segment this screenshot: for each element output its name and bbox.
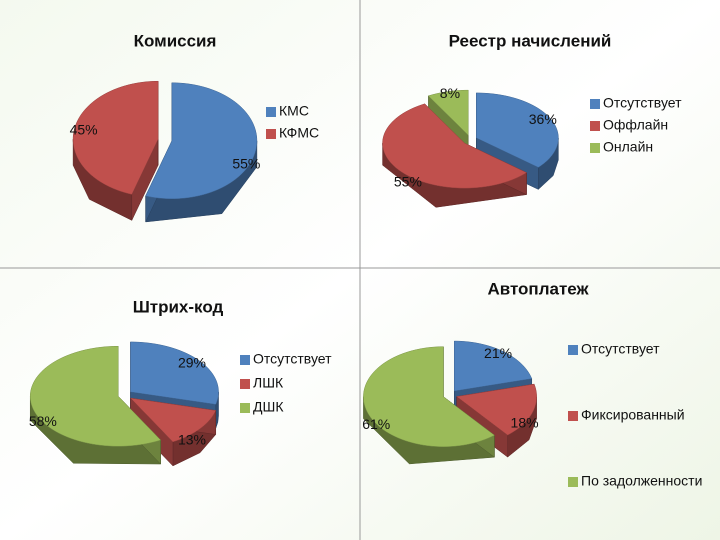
legend-swatch	[590, 121, 600, 131]
legend-swatch	[568, 411, 578, 421]
slice	[427, 89, 469, 136]
legend-swatch	[240, 355, 250, 365]
chart-title: Комиссия	[134, 31, 217, 50]
legend-label: ЛШК	[253, 375, 284, 391]
data-label: 29%	[178, 354, 206, 370]
data-label: 45%	[70, 122, 98, 138]
data-label: 8%	[440, 85, 460, 101]
legend-label: КФМС	[279, 125, 319, 141]
legend-label: Фиксированный	[581, 407, 685, 423]
slice	[454, 340, 533, 392]
slice	[476, 92, 559, 168]
legend-swatch	[590, 143, 600, 153]
slice	[363, 346, 495, 447]
legend-swatch	[568, 477, 578, 487]
data-label: 18%	[511, 415, 539, 431]
slice	[456, 383, 537, 436]
legend-swatch	[266, 129, 276, 139]
legend-label: Отсутствует	[581, 341, 660, 357]
slice	[145, 82, 258, 200]
data-label: 55%	[232, 155, 260, 171]
legend-swatch	[568, 345, 578, 355]
slice	[130, 341, 219, 405]
chart-title: Штрих-код	[133, 297, 224, 316]
legend-label: По задолженности	[581, 473, 702, 489]
chart-title: Автоплатеж	[487, 279, 589, 298]
chart-title: Реестр начислений	[449, 31, 612, 50]
slice	[72, 80, 159, 195]
data-label: 36%	[529, 111, 557, 127]
legend-label: Отсутствует	[253, 351, 332, 367]
legend-label: Отсутствует	[603, 95, 682, 111]
legend-swatch	[590, 99, 600, 109]
legend-label: КМС	[279, 103, 309, 119]
data-label: 55%	[394, 174, 422, 190]
legend-label: ДШК	[253, 399, 284, 415]
legend-label: Онлайн	[603, 139, 653, 155]
data-label: 58%	[29, 413, 57, 429]
legend-swatch	[266, 107, 276, 117]
legend-swatch	[240, 403, 250, 413]
legend-swatch	[240, 379, 250, 389]
data-label: 21%	[484, 345, 512, 361]
slice	[382, 103, 528, 189]
data-label: 13%	[178, 431, 206, 447]
slice	[129, 397, 217, 443]
legend-label: Оффлайн	[603, 117, 668, 133]
slice	[29, 345, 162, 447]
data-label: 61%	[362, 416, 390, 432]
